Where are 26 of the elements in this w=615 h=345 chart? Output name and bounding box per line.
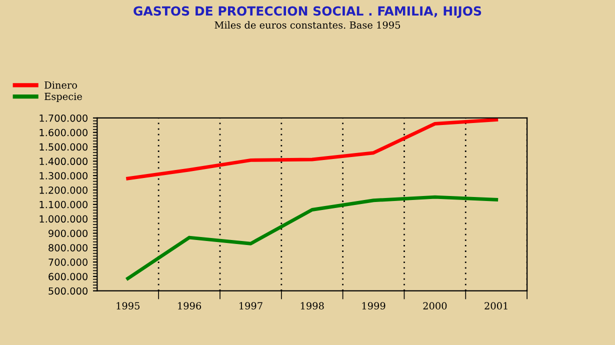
y-tick-label: 700.000 [48,258,88,266]
y-tick-label: 1.200.000 [40,186,88,194]
x-tick-label: 2001 [484,302,508,310]
y-tick-label: 800.000 [48,244,88,252]
y-tick-label: 1.300.000 [40,172,88,180]
line-series [126,118,498,180]
x-tick-label: 1999 [362,302,386,310]
y-tick-label: 900.000 [48,230,88,238]
chart-subtitle: Miles de euros constantes. Base 1995 [214,21,400,29]
legend-label: Dinero [44,81,77,89]
y-tick-label: 1.000.000 [40,215,88,223]
legend-label: Especie [44,92,82,102]
y-tick-label: 1.700.000 [40,114,88,122]
chart-title: GASTOS DE PROTECCION SOCIAL . FAMILIA, HIJOS [134,6,482,18]
y-tick-label: 600.000 [48,272,88,280]
line-series [126,195,498,280]
y-tick-label: 1.500.000 [40,143,88,151]
y-tick-label: 500.000 [48,287,88,295]
x-tick-label: 1997 [240,302,262,310]
x-tick-label: 2000 [423,302,447,310]
x-tick-label: 1995 [116,302,140,310]
x-tick-label: 1998 [300,302,324,310]
y-tick-label: 1.400.000 [40,158,88,166]
x-tick-label: 1996 [178,302,202,310]
y-tick-label: 1.100.000 [40,200,88,208]
y-tick-label: 1.600.000 [40,128,88,136]
